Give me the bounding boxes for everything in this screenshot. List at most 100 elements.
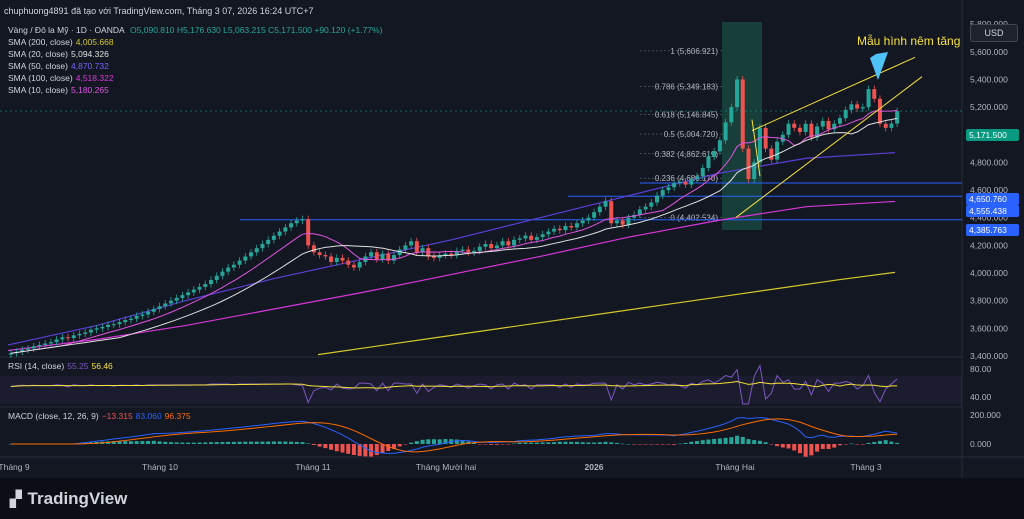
macd-histogram-bar bbox=[517, 442, 522, 444]
macd-histogram-bar bbox=[266, 441, 271, 444]
candle-body bbox=[666, 187, 671, 191]
candle-body bbox=[380, 253, 385, 260]
macd-histogram-bar bbox=[849, 443, 854, 445]
candle-body bbox=[409, 241, 414, 246]
macd-histogram-bar bbox=[111, 441, 116, 444]
candle-body bbox=[683, 181, 688, 185]
candle-body bbox=[477, 246, 482, 251]
candle-body bbox=[712, 151, 717, 157]
candle-body bbox=[746, 148, 751, 180]
rsi-band bbox=[0, 376, 962, 404]
candle-body bbox=[420, 248, 425, 253]
x-tick-label: 2026 bbox=[585, 462, 604, 472]
candle-body bbox=[872, 89, 877, 99]
candle-body bbox=[740, 79, 745, 149]
candle-body bbox=[403, 245, 408, 250]
candle-body bbox=[460, 249, 465, 251]
candle-body bbox=[883, 123, 888, 128]
candle-body bbox=[534, 237, 539, 240]
candle-body bbox=[775, 141, 780, 160]
macd-histogram-bar bbox=[837, 444, 842, 446]
macd-line bbox=[10, 417, 898, 454]
arrow-icon bbox=[870, 52, 888, 80]
macd-histogram-bar bbox=[403, 444, 408, 445]
macd-histogram-bar bbox=[500, 444, 505, 445]
macd-histogram-bar bbox=[626, 443, 631, 445]
candle-body bbox=[317, 252, 322, 256]
macd-histogram-bar bbox=[329, 444, 334, 450]
macd-histogram-bar bbox=[569, 441, 574, 444]
y-tick-label: 5,600.000 bbox=[970, 47, 1008, 57]
candle-body bbox=[111, 324, 116, 326]
macd-histogram-bar bbox=[231, 441, 236, 444]
macd-histogram-bar bbox=[323, 444, 328, 449]
candle-body bbox=[140, 314, 145, 316]
candle-body bbox=[323, 255, 328, 257]
macd-histogram-bar bbox=[174, 442, 179, 444]
sma-legend-10: SMA (10, close) 5,180.265 bbox=[8, 85, 109, 95]
macd-histogram-bar bbox=[877, 440, 882, 444]
macd-histogram-bar bbox=[643, 444, 648, 445]
macd-histogram-bar bbox=[283, 441, 288, 444]
macd-histogram-bar bbox=[334, 444, 339, 452]
currency-button[interactable]: USD bbox=[970, 24, 1018, 42]
candle-body bbox=[769, 148, 774, 160]
candle-body bbox=[706, 156, 711, 168]
macd-histogram-bar bbox=[757, 440, 762, 444]
x-tick-label: Tháng 10 bbox=[142, 462, 178, 472]
macd-histogram-bar bbox=[472, 442, 477, 444]
candle-body bbox=[60, 337, 65, 340]
sma-legend-100: SMA (100, close) 4,518.322 bbox=[8, 73, 114, 83]
macd-histogram-bar bbox=[220, 441, 225, 444]
candle-body bbox=[866, 89, 871, 108]
macd-histogram-bar bbox=[123, 441, 128, 444]
macd-tick-label: 0.000 bbox=[970, 439, 992, 449]
level-tag-2: 4,555.438 bbox=[966, 205, 1019, 217]
candle-body bbox=[174, 297, 179, 301]
y-tick-label: 4,800.000 bbox=[970, 157, 1008, 167]
candle-body bbox=[792, 123, 797, 128]
candle-body bbox=[20, 349, 25, 352]
candle-body bbox=[283, 227, 288, 232]
candle-body bbox=[346, 260, 351, 265]
candle-body bbox=[614, 220, 619, 224]
candle-body bbox=[723, 122, 728, 141]
candle-body bbox=[860, 107, 865, 109]
candle-body bbox=[94, 328, 99, 330]
candle-body bbox=[311, 245, 316, 253]
candle-body bbox=[197, 286, 202, 290]
candle-body bbox=[66, 337, 71, 339]
candle-body bbox=[157, 306, 162, 309]
macd-histogram-bar bbox=[420, 439, 425, 444]
macd-histogram-bar bbox=[249, 441, 254, 444]
rsi-ma-line bbox=[10, 380, 898, 389]
candle-body bbox=[609, 201, 614, 224]
candle-body bbox=[300, 219, 305, 221]
candle-body bbox=[123, 320, 128, 323]
macd-histogram-bar bbox=[363, 444, 368, 457]
candle-body bbox=[294, 220, 299, 224]
level-tag-3: 4,385.763 bbox=[966, 224, 1019, 236]
macd-histogram-bar bbox=[746, 439, 751, 444]
candle-body bbox=[472, 250, 477, 253]
candle-body bbox=[855, 104, 860, 109]
macd-histogram-bar bbox=[597, 442, 602, 444]
macd-histogram-bar bbox=[391, 444, 396, 449]
candle-body bbox=[895, 111, 900, 124]
candle-body bbox=[552, 228, 557, 232]
sma-legend-50: SMA (50, close) 4,870.732 bbox=[8, 61, 109, 71]
candle-body bbox=[237, 260, 242, 265]
macd-histogram-bar bbox=[695, 441, 700, 444]
candle-body bbox=[386, 253, 391, 261]
candle-body bbox=[254, 248, 259, 253]
macd-histogram-bar bbox=[317, 444, 322, 447]
candle-body bbox=[512, 239, 517, 246]
candle-body bbox=[231, 264, 236, 268]
candle-body bbox=[88, 329, 93, 333]
candle-body bbox=[146, 311, 151, 315]
macd-histogram-bar bbox=[706, 439, 711, 444]
macd-histogram-bar bbox=[557, 441, 562, 444]
macd-histogram-bar bbox=[369, 444, 374, 457]
macd-histogram-bar bbox=[208, 442, 213, 444]
